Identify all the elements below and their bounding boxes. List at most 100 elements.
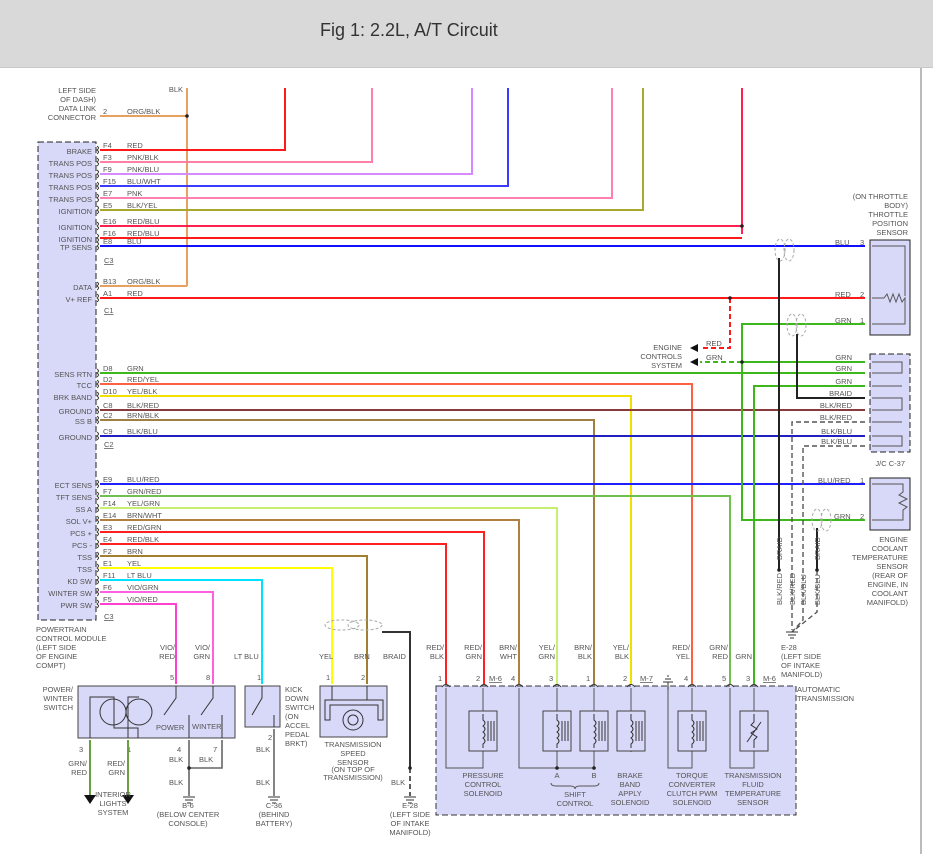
pcm-pin-label: TCC xyxy=(77,381,93,390)
pcm-pin-number: F14 xyxy=(103,499,116,508)
ect-wire-blured: BLU/RED xyxy=(818,476,851,485)
pcm-pin-label: IGNITION xyxy=(59,223,92,232)
wire-f9 xyxy=(100,88,473,175)
pcm-wire-color: PNK/BLU xyxy=(127,165,159,174)
jc-wire-label: GRN xyxy=(835,364,852,373)
dlc-top-wire-label: BLK xyxy=(169,85,183,94)
ground-e28-right-label-line: OF INTAKE xyxy=(781,661,820,670)
transmission-name-line: AUTOMATIC xyxy=(797,685,841,694)
pcm-pin-label: TSS xyxy=(77,565,92,574)
trans-wire-label: RED/ xyxy=(464,643,483,652)
lamp-icon xyxy=(89,696,153,738)
blk-label: BLK xyxy=(199,755,213,764)
pcm-pin-number: C8 xyxy=(103,401,113,410)
pcm-wire-color: BRN/BLK xyxy=(127,411,159,420)
pcm-wire-color: RED/BLK xyxy=(127,535,159,544)
pcm-wire-color: YEL/BLK xyxy=(127,387,157,396)
splice-dot xyxy=(740,360,744,364)
thermistor-icon xyxy=(746,714,762,748)
tps-wire-red: RED xyxy=(835,290,851,299)
grn-red-label: RED xyxy=(71,768,87,777)
jc-bus xyxy=(872,361,903,447)
connector-pin-icon xyxy=(96,181,99,191)
connector-pin-icon xyxy=(96,368,99,378)
pin-5: 5 xyxy=(170,673,174,682)
dlc-pin: 2 xyxy=(103,107,107,116)
tcc-label: CONVERTER xyxy=(669,780,717,789)
tss-box xyxy=(319,685,388,738)
trans-connector-label: M-6 xyxy=(489,674,502,683)
trans-wire-label: BLK xyxy=(615,652,629,661)
connector-pin-icon xyxy=(96,539,99,549)
pcm-pin-label: GROUND xyxy=(59,433,93,442)
trans-wire-label: WHT xyxy=(500,652,517,661)
connector-pin-icon xyxy=(96,515,99,525)
pcm-wire-color: BLK/BLU xyxy=(127,427,158,436)
pcm-pin-label: TSS xyxy=(77,553,92,562)
pcm-pin-number: F16 xyxy=(103,229,116,238)
pcm-name-line: (LEFT SIDE xyxy=(36,643,76,652)
ground-e28-right-label-line: E-28 xyxy=(781,643,797,652)
ecs-red-label: RED xyxy=(706,339,722,348)
pcm-pin-number: D8 xyxy=(103,364,113,373)
trans-ground-path xyxy=(445,688,484,769)
trans-pin-number: 3 xyxy=(746,674,750,683)
kickdown-name-line: (ON xyxy=(285,712,299,721)
trans-wire-label: YEL xyxy=(676,652,690,661)
switch-icon xyxy=(163,686,223,738)
shift-b-label: B xyxy=(591,771,596,780)
pcm-wire-color: BLK/RED xyxy=(127,401,160,410)
connector-pin-icon xyxy=(96,415,99,425)
wire-f5 xyxy=(100,603,177,684)
figure-title: Fig 1: 2.2L, A/T Circuit xyxy=(320,20,498,40)
kickdown-name-line: BRKT) xyxy=(285,739,308,748)
grn-red-label: GRN/ xyxy=(68,759,88,768)
vertical-wire-label: BLK/BLU xyxy=(813,574,822,605)
pcm-pin-label: TP SENS xyxy=(60,243,92,252)
kickdown-name-line: DOWN xyxy=(285,694,309,703)
pcm-wire-color: BLU/WHT xyxy=(127,177,161,186)
pcm-name-line: COMPT) xyxy=(36,661,66,670)
pcm-wire-color: ORG/BLK xyxy=(127,277,160,286)
kickdown-name-line: ACCEL xyxy=(285,721,310,730)
ground-dashed-wires xyxy=(791,421,865,633)
trans-wire-label: GRN xyxy=(735,652,752,661)
pcm-wire-color: BLU xyxy=(127,237,142,246)
ground-icon xyxy=(786,631,798,639)
ground-c36-label-line: (BEHIND xyxy=(259,810,290,819)
wire-f14 xyxy=(100,507,558,684)
kickdown-name-line: KICK xyxy=(285,685,303,694)
connector-pin-icon xyxy=(96,379,99,389)
pcs-label: CONTROL xyxy=(465,780,502,789)
shield-icon xyxy=(324,238,832,631)
bba-label: SOLENOID xyxy=(611,798,650,807)
tss-pin-2: 2 xyxy=(361,673,365,682)
vertical-wire-label: BLK/RED xyxy=(775,572,784,605)
tps-label-line: BODY) xyxy=(884,201,908,210)
vio-red-label: VIO/ xyxy=(160,643,176,652)
pcm-wire-color: PNK xyxy=(127,189,142,198)
connector-pin-icon xyxy=(96,587,99,597)
arrow-icon xyxy=(690,344,698,366)
bba-label: APPLY xyxy=(618,789,642,798)
vertical-wire-label: BLK/RED xyxy=(788,572,797,605)
pcm-pin-number: F2 xyxy=(103,547,112,556)
pcm-pin-label: PCS - xyxy=(72,541,93,550)
trans-wire-label: RED/ xyxy=(426,643,445,652)
tps-label-line: (ON THROTTLE xyxy=(853,192,908,201)
pcs-label: PRESSURE xyxy=(462,771,503,780)
tps-box xyxy=(869,239,911,336)
ground-e28-label-line: MANIFOLD) xyxy=(389,828,431,837)
ect-label-line: ENGINE, IN xyxy=(868,580,908,589)
engine-controls-label-line: SYSTEM xyxy=(651,361,682,370)
pcm-pin-number: F4 xyxy=(103,141,112,150)
connector-pin-icon xyxy=(96,431,99,441)
pcm-wire-color: YEL/GRN xyxy=(127,499,160,508)
jc-wire-label: GRN xyxy=(835,377,852,386)
tss-pin-1: 1 xyxy=(326,673,330,682)
ect-pin-2: 2 xyxy=(860,512,864,521)
blk-label: BLK xyxy=(169,778,183,787)
connector-pin-icon xyxy=(96,599,99,609)
